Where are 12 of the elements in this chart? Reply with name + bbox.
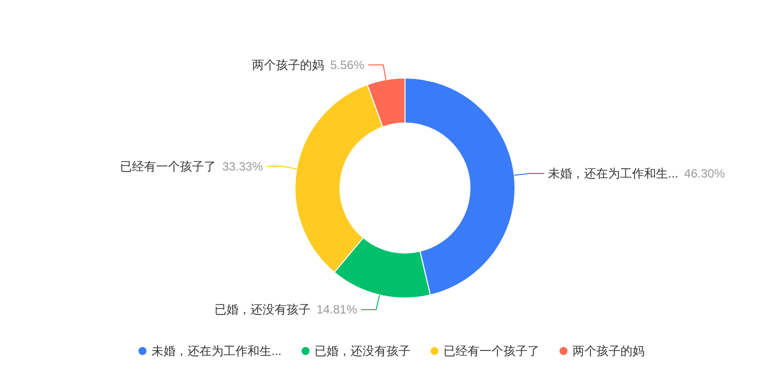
data-label: 33.33% (222, 159, 264, 174)
slice-label: 已婚，还没有孩子 (214, 302, 310, 317)
legend-label: 两个孩子的妈 (572, 344, 645, 358)
data-label: 14.81% (316, 302, 358, 317)
legend-label: 已婚，还没有孩子 (314, 344, 411, 358)
slice-label: 未婚，还在为工作和生... (548, 166, 678, 181)
legend-label: 未婚，还在为工作和生... (151, 344, 282, 358)
slice-label: 两个孩子的妈 (252, 58, 324, 72)
slice-label: 已经有一个孩子了 (120, 159, 216, 174)
data-label: 5.56% (330, 58, 365, 72)
data-label: 46.30% (684, 166, 726, 181)
legend-label: 已经有一个孩子了 (444, 344, 540, 358)
